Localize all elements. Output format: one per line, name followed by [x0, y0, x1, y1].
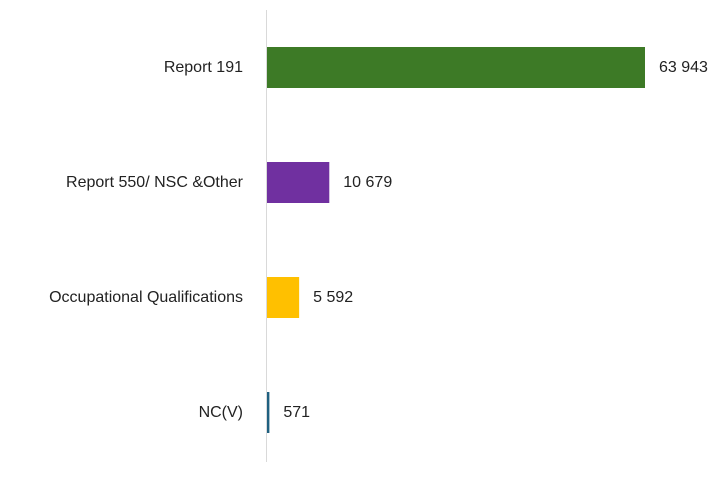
value-label: 10 679 — [343, 174, 392, 192]
category-label: Occupational Qualifications — [13, 286, 243, 310]
chart: Report 191 63 943 Report 550/ NSC &Other 10… — [0, 0, 728, 490]
category-label: Report 191 — [13, 56, 243, 80]
bar — [267, 277, 299, 318]
bar — [267, 162, 329, 203]
bar — [267, 392, 269, 433]
value-label: 571 — [283, 404, 310, 422]
value-label: 5 592 — [313, 289, 353, 307]
value-label: 63 943 — [659, 59, 708, 77]
bar — [267, 47, 645, 88]
category-label: NC(V) — [13, 401, 243, 425]
category-label: Report 550/ NSC &Other — [13, 171, 243, 195]
